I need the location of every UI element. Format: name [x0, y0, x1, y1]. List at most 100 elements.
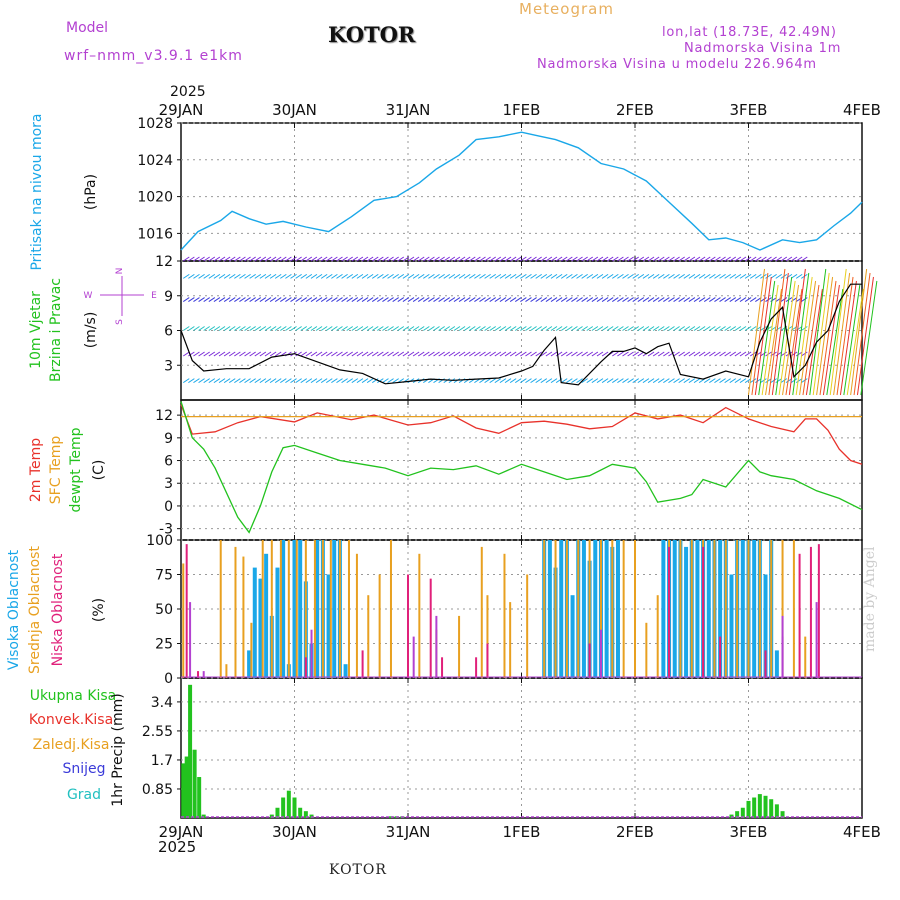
- wind-barb: [540, 256, 548, 262]
- wind-barb: [479, 326, 486, 331]
- wind-barb: [193, 378, 200, 384]
- wind-barb: [698, 297, 706, 302]
- wind-barb: [499, 273, 507, 279]
- pressure-ylabel: Pritisak na nivou mora: [29, 113, 45, 270]
- wind-barb: [591, 326, 599, 331]
- wind-barb: [744, 273, 752, 279]
- year-top: 2025: [170, 84, 206, 100]
- wind-barb: [714, 297, 721, 302]
- wind-barb: [264, 297, 272, 302]
- wind-barb: [657, 256, 665, 262]
- wind-barb: [310, 351, 318, 357]
- wind-barb: [734, 326, 742, 331]
- wind-barb: [371, 256, 379, 262]
- wind-barb: [703, 273, 711, 279]
- wind-barb: [274, 378, 282, 384]
- wind-barb: [622, 326, 629, 331]
- wind-barb: [758, 280, 776, 396]
- cloud-mid-bar: [389, 540, 392, 678]
- wind-barb: [499, 326, 507, 331]
- wind-barb: [668, 297, 675, 302]
- cloud-high-bar: [706, 540, 711, 678]
- wind-barb: [188, 273, 195, 279]
- wind-barb: [601, 273, 609, 279]
- wind-barb: [182, 273, 190, 279]
- wind-barb: [423, 351, 430, 357]
- wind-barb: [208, 351, 216, 357]
- wind-barb: [632, 256, 640, 262]
- wind-barb: [586, 378, 594, 384]
- wind-barb: [182, 378, 190, 384]
- wind-barb: [234, 378, 241, 384]
- wind-barb: [571, 351, 578, 357]
- wind-barb: [530, 326, 537, 331]
- cloud-high-bar: [247, 650, 252, 678]
- wind-barb: [693, 326, 701, 331]
- wind-barb: [290, 378, 297, 384]
- cloud-unit: (%): [91, 598, 107, 622]
- wind-barb: [673, 256, 680, 262]
- temp-unit: (C): [91, 460, 107, 481]
- wind-barb: [688, 273, 696, 279]
- cloud-high-bar: [315, 540, 320, 678]
- wind-barb: [346, 256, 353, 262]
- wind-barb: [249, 273, 256, 279]
- wind-barb: [336, 256, 343, 262]
- compass-e: E: [151, 291, 157, 301]
- wind-barb: [356, 256, 364, 262]
- wind-barb: [351, 326, 359, 331]
- wind-barb: [770, 378, 777, 384]
- wind-barb: [489, 378, 496, 384]
- wind-barb: [683, 297, 691, 302]
- wind-barb: [448, 326, 456, 331]
- wind-barb: [839, 280, 857, 396]
- wind-barb: [234, 326, 241, 331]
- wind-barb: [366, 297, 374, 302]
- wind-barb: [504, 378, 512, 384]
- wind-barb: [729, 378, 737, 384]
- wind-barb: [530, 256, 537, 262]
- wind-barb: [223, 273, 231, 279]
- wind-barb: [729, 297, 737, 302]
- wind-barb: [576, 273, 583, 279]
- wind-barb: [453, 326, 461, 331]
- wind-barb: [300, 326, 308, 331]
- wind-barb: [448, 273, 456, 279]
- wind-barb: [423, 256, 430, 262]
- wind-barb: [856, 276, 874, 396]
- cloud-mid-bar: [577, 540, 580, 678]
- wind-barb: [463, 326, 471, 331]
- precip-bar: [188, 684, 193, 818]
- wind-barb: [760, 378, 767, 384]
- cloud-high-bar: [326, 574, 331, 678]
- wind-barb: [361, 273, 369, 279]
- wind-barb: [652, 297, 660, 302]
- wind-barb: [812, 272, 830, 396]
- wind-barb: [341, 256, 348, 262]
- wind-barb: [785, 288, 803, 396]
- wind-barb: [535, 351, 542, 357]
- wind-barb: [285, 256, 292, 262]
- wind-barb: [678, 378, 685, 384]
- wind-barb: [382, 326, 389, 331]
- cloud-total-bar: [202, 671, 205, 678]
- wind-barb: [310, 297, 318, 302]
- panel-frame: [180, 122, 863, 262]
- wind-barb: [320, 351, 328, 357]
- wind-barb: [514, 378, 522, 384]
- wind-barb: [612, 273, 619, 279]
- cloud-mid-bar: [509, 602, 512, 678]
- cloud-mid-bar: [503, 553, 506, 678]
- wind-barb: [668, 256, 675, 262]
- wind-barb: [402, 297, 410, 302]
- cloud-mid-bar: [242, 556, 245, 678]
- wind-barb: [371, 273, 379, 279]
- cloud-low-bar: [304, 657, 307, 678]
- wind-barb: [264, 351, 272, 357]
- wind-barb: [223, 351, 231, 357]
- wind-barb: [244, 273, 251, 279]
- wind-barb: [801, 326, 808, 331]
- wind-barb: [295, 256, 302, 262]
- wind-barb: [433, 273, 440, 279]
- wind-barb: [678, 273, 685, 279]
